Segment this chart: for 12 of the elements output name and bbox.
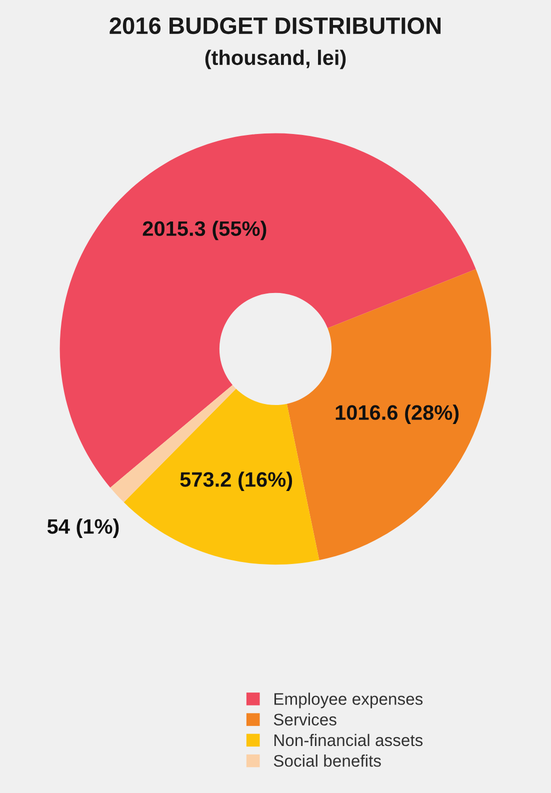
data-label: 54 (1%) [47,518,119,538]
chart-title: 2016 BUDGET DISTRIBUTION [110,17,441,34]
legend-label: Social benefits [274,754,381,767]
data-label: 573.2 (16%) [180,472,292,491]
donut-slice [110,384,236,502]
legend-label: Services [274,713,336,726]
chart-subtitle: (thousand, lei) [205,50,346,70]
legend-label: Non-financial assets [274,734,423,746]
data-label: 1016.6 (28%) [336,404,459,424]
data-label: 2015.3 (55%) [142,220,266,240]
legend-label: Employee expenses [274,692,423,708]
donut-slice [124,388,320,565]
